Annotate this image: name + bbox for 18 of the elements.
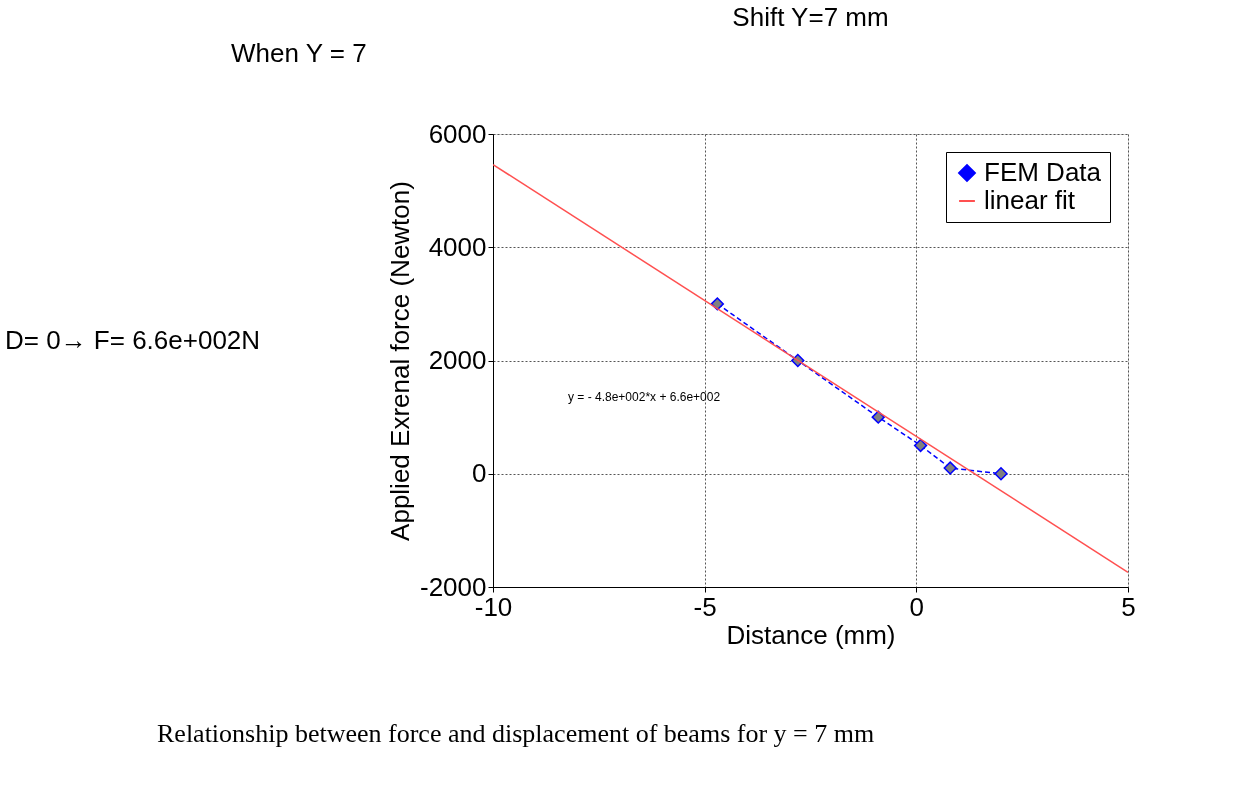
point xyxy=(943,461,957,475)
legend-label: linear fit xyxy=(984,185,1076,215)
y-tick-label: 2000 xyxy=(428,345,487,375)
x-tick-label: -5 xyxy=(693,591,717,622)
text: Relationship between force and displacement of beams for y = 7 mm xyxy=(157,719,875,748)
text: D= 0→ F= 6.6e+002N xyxy=(5,325,261,355)
x-axis-title: Distance (mm) xyxy=(726,619,896,650)
legend-label: FEM Data xyxy=(984,157,1102,187)
y-tick-label: 0 xyxy=(472,458,487,489)
x-tick-label: 0 xyxy=(909,591,925,622)
y-tick-label: 6000 xyxy=(428,118,487,149)
annotation: y = - 4.8e+002*x + 6.6e+002 xyxy=(568,390,721,404)
point xyxy=(994,467,1008,481)
text: When Y = 7 xyxy=(231,38,367,68)
y-tick-label: 4000 xyxy=(428,231,487,262)
x-tick-label: 5 xyxy=(1121,591,1136,622)
chart-title: Shift Y=7 mm xyxy=(732,2,889,32)
y-axis-title: Applied Exrenal force (Newton) xyxy=(385,181,415,541)
